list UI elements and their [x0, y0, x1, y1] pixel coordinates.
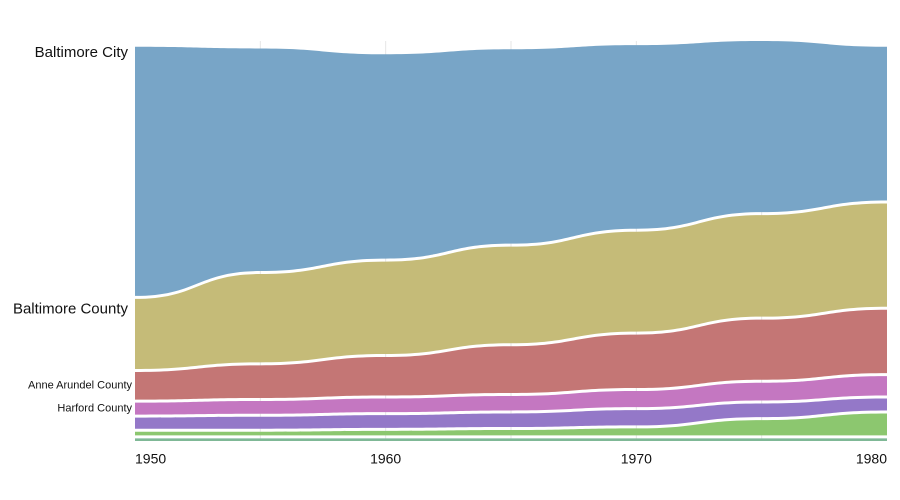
series-areas — [135, 41, 887, 441]
series-labels: Harford County Anne Arundel County Baltimo… — [13, 44, 133, 415]
x-tick-label: 1970 — [621, 451, 652, 467]
series-label: Harford County — [57, 403, 132, 415]
x-tick-label: 1980 — [856, 451, 887, 467]
area-anne-arundel-county — [135, 309, 887, 400]
area-series-2 — [135, 398, 887, 429]
series-label: Baltimore City — [35, 44, 129, 61]
x-tick-label: 1950 — [135, 451, 166, 467]
series-label: Baltimore County — [13, 300, 129, 317]
series-label: Anne Arundel County — [28, 380, 132, 392]
area-baltimore-city — [135, 41, 887, 296]
x-tick-label: 1960 — [370, 451, 401, 467]
area-series-0 — [135, 438, 887, 441]
area-baltimore-county — [135, 203, 887, 369]
area-harford-county — [135, 376, 887, 415]
area-series-1 — [135, 413, 887, 436]
x-axis-ticks: 1950 1960 1970 1980 — [135, 451, 887, 467]
